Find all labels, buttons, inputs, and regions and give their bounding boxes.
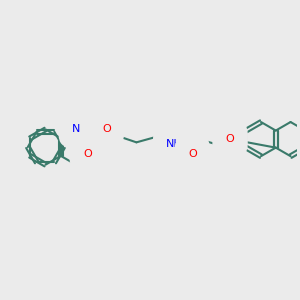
Text: O: O (83, 148, 92, 158)
Text: O: O (226, 134, 234, 144)
Text: S: S (92, 136, 100, 146)
Text: NH: NH (166, 139, 183, 148)
Text: N: N (72, 124, 80, 134)
Text: O: O (102, 124, 111, 134)
Text: O: O (188, 148, 197, 158)
